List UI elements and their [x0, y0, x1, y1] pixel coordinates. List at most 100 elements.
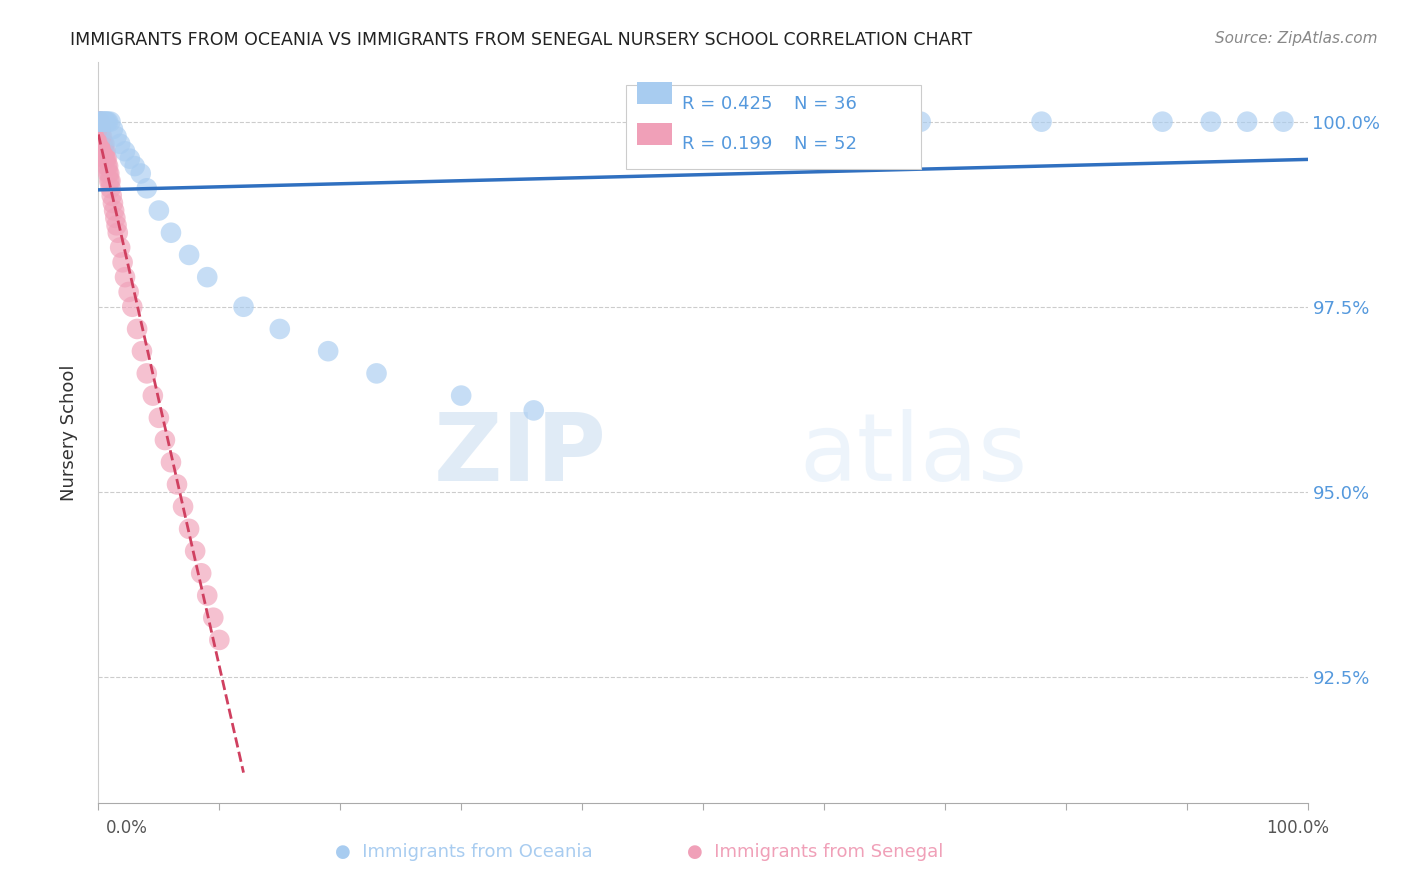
Point	[94, 145, 117, 159]
Point	[1199, 114, 1222, 128]
Point	[316, 344, 339, 359]
Text: 100.0%: 100.0%	[1265, 819, 1329, 837]
Point	[97, 114, 120, 128]
Point	[179, 522, 201, 536]
Point	[910, 114, 932, 128]
Point	[1236, 114, 1258, 128]
Point	[1031, 114, 1053, 128]
Point	[1152, 114, 1174, 128]
Point	[179, 248, 201, 262]
Point	[101, 196, 124, 211]
Point	[89, 114, 111, 128]
Point	[148, 410, 170, 425]
Point	[97, 159, 120, 173]
Point	[135, 367, 157, 381]
Point	[1272, 114, 1295, 128]
Point	[89, 114, 111, 128]
Text: atlas: atlas	[800, 409, 1028, 500]
Point	[91, 114, 114, 128]
Point	[98, 174, 121, 188]
Point	[89, 114, 111, 128]
Point	[104, 211, 127, 225]
Point	[232, 300, 254, 314]
Point	[450, 389, 472, 403]
Text: ●  Immigrants from Oceania: ● Immigrants from Oceania	[335, 843, 593, 861]
Text: ZIP: ZIP	[433, 409, 606, 500]
Point	[523, 403, 546, 417]
Point	[96, 159, 118, 173]
Point	[90, 129, 112, 144]
Text: 0.0%: 0.0%	[105, 819, 148, 837]
Point	[91, 145, 114, 159]
Point	[89, 129, 111, 144]
Text: N = 52: N = 52	[794, 135, 858, 153]
Point	[100, 114, 122, 128]
Point	[172, 500, 194, 514]
Point	[184, 544, 207, 558]
Text: R = 0.199: R = 0.199	[682, 135, 772, 153]
Point	[93, 114, 115, 128]
Point	[121, 300, 143, 314]
Point	[93, 145, 115, 159]
Point	[100, 174, 122, 188]
Point	[89, 122, 111, 136]
Text: R = 0.425: R = 0.425	[682, 95, 772, 113]
Point	[93, 152, 115, 166]
Point	[91, 136, 114, 151]
Point	[208, 632, 231, 647]
Point	[111, 255, 134, 269]
Point	[91, 129, 114, 144]
Text: ●  Immigrants from Senegal: ● Immigrants from Senegal	[688, 843, 943, 861]
Point	[103, 203, 125, 218]
Point	[105, 129, 128, 144]
Point	[135, 181, 157, 195]
Point	[91, 145, 114, 159]
Point	[160, 455, 183, 469]
Point	[142, 389, 165, 403]
Text: Source: ZipAtlas.com: Source: ZipAtlas.com	[1215, 31, 1378, 46]
Point	[114, 145, 136, 159]
Point	[101, 122, 124, 136]
Point	[195, 589, 218, 603]
Point	[89, 136, 111, 151]
Point	[195, 270, 218, 285]
Point	[114, 270, 136, 285]
Point	[89, 114, 111, 128]
Point	[366, 367, 388, 381]
Point	[153, 433, 176, 447]
Point	[90, 114, 112, 128]
Point	[93, 136, 115, 151]
Point	[100, 188, 122, 202]
Point	[108, 241, 131, 255]
Point	[90, 122, 112, 136]
Point	[91, 114, 114, 128]
Point	[166, 477, 188, 491]
Point	[269, 322, 291, 336]
Point	[813, 114, 835, 128]
Point	[91, 136, 114, 151]
Point	[190, 566, 212, 581]
Point	[97, 167, 120, 181]
Point	[118, 285, 141, 299]
Point	[90, 136, 112, 151]
Point	[94, 114, 117, 128]
Point	[202, 611, 225, 625]
Point	[100, 181, 122, 195]
Point	[96, 114, 118, 128]
Point	[692, 122, 714, 136]
Point	[131, 344, 153, 359]
Point	[108, 136, 131, 151]
Point	[94, 152, 117, 166]
Text: N = 36: N = 36	[794, 95, 858, 113]
Point	[148, 203, 170, 218]
Point	[129, 167, 152, 181]
Point	[124, 159, 146, 173]
Text: IMMIGRANTS FROM OCEANIA VS IMMIGRANTS FROM SENEGAL NURSERY SCHOOL CORRELATION CH: IMMIGRANTS FROM OCEANIA VS IMMIGRANTS FR…	[70, 31, 973, 49]
Point	[118, 152, 141, 166]
Point	[107, 226, 129, 240]
Point	[127, 322, 149, 336]
Point	[160, 226, 183, 240]
Point	[96, 152, 118, 166]
Point	[105, 219, 128, 233]
Y-axis label: Nursery School: Nursery School	[59, 364, 77, 501]
